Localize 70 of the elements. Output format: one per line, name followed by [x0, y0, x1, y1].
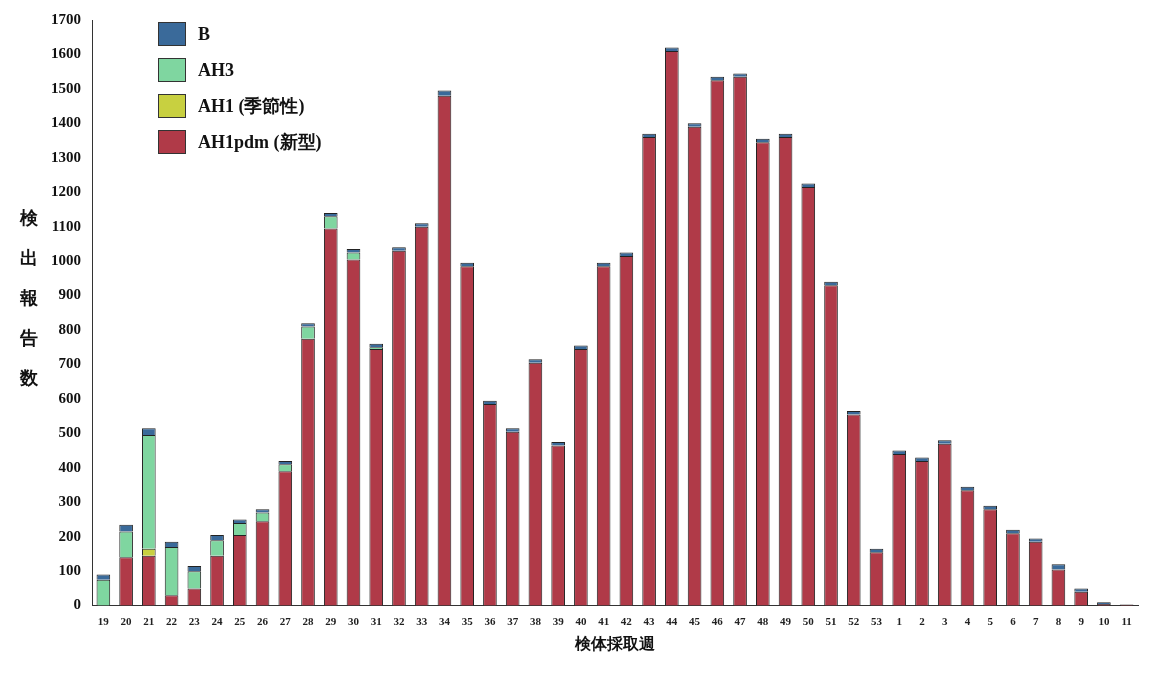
x-tick-label: 30	[348, 615, 360, 628]
x-tick-label: 21	[143, 615, 155, 628]
x-tick-label: 35	[461, 615, 474, 628]
x-tick-label: 6	[1010, 615, 1017, 628]
x-tick-label: 33	[416, 615, 428, 628]
x-tick-label: 3	[941, 615, 948, 628]
y-tick-label: 300	[58, 493, 81, 510]
x-tick-label: 36	[484, 615, 496, 628]
x-tick-label: 2	[919, 615, 926, 628]
y-tick-label: 100	[58, 562, 81, 579]
y-tick-label: 1200	[51, 183, 81, 200]
y-tick-label: 1100	[51, 217, 81, 234]
legend-label: AH3	[198, 59, 234, 81]
y-tick-label: 0	[73, 596, 81, 613]
x-tick-label: 8	[1055, 615, 1062, 628]
x-tick-label: 50	[802, 615, 815, 628]
y-tick-label: 800	[58, 320, 81, 337]
y-tick-label: 200	[58, 527, 81, 544]
y-tick-label: 1500	[51, 79, 81, 96]
x-tick-label: 32	[393, 615, 405, 628]
x-tick-label: 43	[643, 615, 656, 628]
x-tick-label: 11	[1121, 615, 1132, 628]
x-tick-label: 4	[964, 615, 971, 628]
x-tick-label: 38	[529, 615, 542, 628]
y-tick-label: 1300	[51, 148, 81, 165]
x-tick-label: 31	[370, 615, 382, 628]
x-tick-label: 10	[1098, 615, 1110, 628]
x-tick-label: 47	[734, 615, 747, 628]
x-tick-label: 53	[871, 615, 883, 628]
x-tick-label: 49	[780, 615, 792, 628]
y-tick-label: 1700	[51, 10, 81, 27]
x-tick-label: 46	[711, 615, 724, 628]
x-tick-label: 37	[507, 615, 519, 628]
y-tick-label: 900	[58, 286, 81, 303]
y-tick-label: 700	[58, 355, 81, 372]
x-tick-label: 5	[987, 615, 994, 628]
x-tick-label: 27	[279, 615, 292, 628]
y-axis-title: 検出報告数	[20, 207, 39, 390]
x-tick-label: 44	[666, 615, 678, 628]
y-tick-label: 1000	[51, 252, 81, 268]
legend-label: AH1 (季節性)	[198, 95, 305, 118]
x-tick-label: 34	[438, 615, 451, 628]
x-tick-label: 28	[302, 615, 315, 628]
x-tick-label: 19	[97, 615, 110, 628]
x-tick-label: 25	[234, 615, 246, 628]
x-tick-label: 7	[1032, 615, 1039, 628]
x-tick-label: 39	[552, 615, 565, 628]
x-tick-label: 23	[188, 615, 201, 628]
x-tick-label: 42	[620, 615, 633, 628]
y-tick-label: 500	[58, 424, 81, 441]
y-tick-label: 1600	[51, 45, 81, 62]
x-tick-label: 20	[120, 615, 133, 628]
x-tick-label: 41	[598, 615, 610, 628]
x-tick-label: 22	[166, 615, 178, 628]
y-tick-label: 400	[58, 458, 81, 475]
x-axis-title: 検体採取週	[574, 634, 656, 652]
x-tick-label: 48	[757, 615, 769, 628]
x-tick-label: 29	[325, 615, 337, 628]
x-tick-label: 45	[689, 615, 701, 628]
y-tick-label: 1400	[51, 114, 81, 131]
x-tick-label: 52	[848, 615, 860, 628]
y-tick-label: 600	[58, 389, 81, 406]
legend-label: AH1pdm (新型)	[198, 131, 322, 154]
x-tick-label: 9	[1078, 615, 1085, 628]
x-tick-label: 51	[825, 615, 837, 628]
legend-label: B	[198, 23, 211, 45]
x-tick-label: 1	[896, 615, 902, 628]
x-tick-label: 26	[257, 615, 269, 628]
x-tick-label: 24	[211, 615, 224, 628]
x-tick-label: 40	[575, 615, 587, 628]
